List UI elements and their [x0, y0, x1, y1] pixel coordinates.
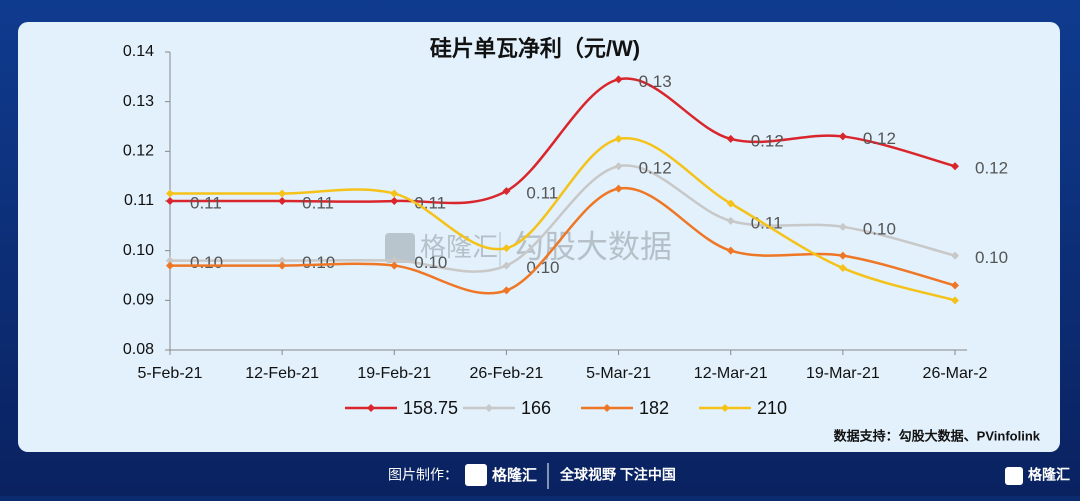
marker	[614, 162, 623, 171]
marker	[951, 296, 959, 305]
marker	[838, 264, 847, 273]
value-label: 0.12	[863, 129, 896, 148]
marker	[614, 75, 623, 84]
legend-marker	[603, 404, 611, 412]
y-tick-label: 0.10	[123, 242, 154, 259]
value-label: 0.10	[975, 248, 1008, 267]
marker	[502, 187, 511, 196]
marker	[166, 197, 174, 205]
marker	[951, 281, 959, 290]
x-tick-label: 19-Mar-21	[806, 365, 880, 382]
y-tick-label: 0.11	[124, 192, 154, 209]
y-tick-label: 0.08	[123, 341, 154, 358]
marker	[838, 132, 847, 141]
marker	[838, 251, 847, 260]
marker	[726, 216, 735, 225]
marker	[390, 261, 399, 270]
x-tick-label: 19-Feb-21	[357, 365, 431, 382]
value-label: 0.11	[526, 184, 558, 203]
watermark: 格隆汇 勾股大数据	[385, 228, 672, 266]
marker	[166, 189, 174, 198]
legend-label: 158.75	[403, 398, 458, 418]
series-line	[170, 186, 956, 295]
marker	[390, 197, 399, 205]
x-tick-label: 5-Feb-21	[138, 365, 203, 382]
value-label: 0.12	[639, 159, 672, 178]
marker	[951, 251, 959, 260]
value-label: 0.11	[751, 213, 783, 232]
x-tick-label: 12-Mar-21	[694, 365, 768, 382]
marker	[502, 286, 511, 295]
marker	[951, 162, 959, 171]
corner-logo	[1005, 467, 1023, 485]
value-label: 0.10	[302, 253, 335, 272]
corner-brand: 格隆汇	[1028, 467, 1070, 483]
x-tick-label: 26-Mar-2	[923, 365, 988, 382]
legend-label: 182	[639, 398, 669, 418]
legend-label: 166	[521, 398, 551, 418]
marker	[166, 261, 174, 270]
marker	[166, 256, 174, 265]
value-label: 0.11	[414, 193, 446, 212]
watermark-logo	[385, 233, 415, 263]
source: 数据支持：勾股大数据、PVinfolink	[834, 428, 1041, 443]
series-line	[169, 164, 956, 273]
marker	[502, 244, 511, 253]
value-label: 0.12	[975, 159, 1008, 178]
value-label: 0.11	[302, 193, 334, 212]
value-label: 0.10	[414, 253, 447, 272]
marker	[838, 222, 847, 231]
footer-brand: 格隆汇	[492, 466, 537, 484]
y-tick-label: 0.12	[123, 143, 154, 160]
series-line	[170, 77, 956, 205]
marker	[614, 184, 623, 193]
y-tick-label: 0.13	[123, 93, 154, 110]
footer-made-by: 图片制作：	[388, 467, 458, 483]
chart-title: 硅片单瓦净利（元/W)	[430, 36, 640, 61]
legend-marker	[485, 404, 493, 412]
marker	[614, 134, 623, 143]
marker	[390, 256, 399, 265]
value-label: 0.10	[863, 219, 896, 238]
value-label: 0.10	[190, 253, 223, 272]
x-tick-label: 12-Feb-21	[245, 365, 319, 382]
panel	[18, 22, 1060, 452]
footer-logo	[465, 464, 487, 486]
value-label: 0.13	[639, 72, 672, 91]
marker	[278, 256, 287, 265]
legend-marker	[367, 404, 375, 412]
watermark-text: 勾股大数据	[512, 228, 672, 264]
marker	[278, 197, 287, 205]
y-tick-label: 0.09	[123, 292, 154, 309]
footer-slogan: 全球视野 下注中国	[559, 467, 676, 483]
marker	[390, 189, 399, 198]
x-tick-label: 26-Feb-21	[470, 365, 544, 382]
x-tick-label: 5-Mar-21	[586, 365, 651, 382]
value-label: 0.12	[751, 131, 784, 150]
marker	[726, 134, 735, 143]
y-tick-label: 0.14	[123, 43, 154, 60]
series-line	[170, 136, 956, 302]
marker	[278, 189, 287, 198]
marker	[726, 199, 735, 208]
marker	[278, 261, 287, 270]
marker	[502, 261, 511, 270]
value-label: 0.11	[190, 193, 222, 212]
marker	[726, 246, 735, 255]
value-label: 0.10	[526, 258, 559, 277]
legend-label: 210	[757, 398, 787, 418]
legend-marker	[721, 404, 729, 412]
